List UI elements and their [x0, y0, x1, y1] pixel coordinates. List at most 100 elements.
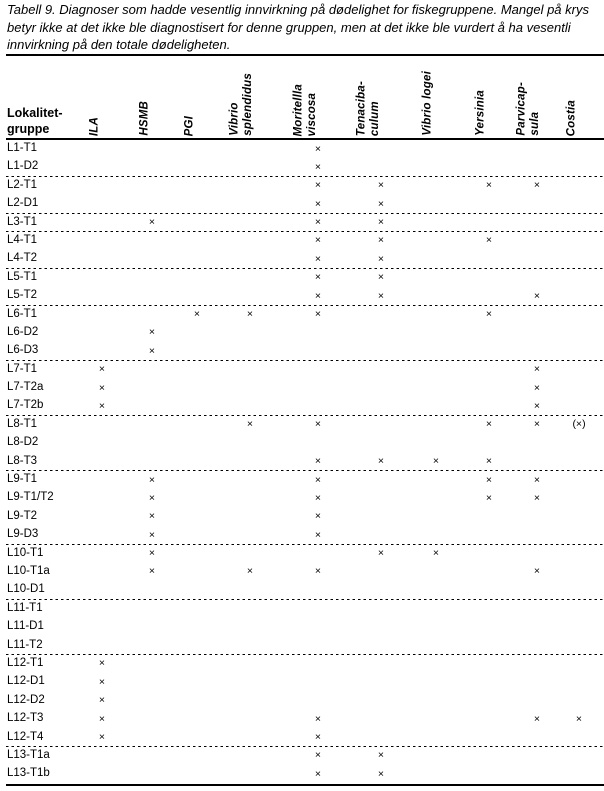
column-header-ila: ILA	[88, 116, 101, 136]
row-label: L9-T2	[7, 509, 38, 522]
row-label: L7-T2a	[7, 381, 44, 394]
table-row: L4-T1 × × ×	[6, 232, 604, 250]
mark-moritellla-viscosa: ×	[314, 712, 322, 725]
mark-vibrio-splendidus: ×	[246, 418, 254, 431]
row-label: L11-T2	[7, 638, 43, 651]
mark-tenacibaculum: ×	[377, 234, 385, 247]
table-row: L11-T2	[6, 637, 604, 655]
mark-vibrio-logei: ×	[432, 547, 440, 560]
mark-yersinia: ×	[485, 234, 493, 247]
mark-moritellla-viscosa: ×	[314, 142, 322, 155]
row-label: L13-T1a	[7, 748, 50, 761]
row-label: L12-D1	[7, 675, 45, 688]
caption-line-3: innvirkning på den totale dødeligheten.	[7, 37, 231, 52]
group-separator	[6, 414, 604, 416]
row-label: L10-T1	[7, 546, 44, 559]
table-header: Lokalitet- gruppe ILA HSMB PGI Vibrio splen…	[6, 56, 604, 140]
row-group: L11-T1 L11-D1 L11-T2	[6, 600, 604, 655]
row-label: L3-T1	[7, 215, 38, 228]
row-label: L12-T4	[7, 730, 44, 743]
table-row: L11-D1	[6, 618, 604, 636]
mark-costia: ×	[575, 712, 583, 725]
mark-moritellla-viscosa: ×	[314, 216, 322, 229]
row-group: L13-T1a × × L13-T1b × ×	[6, 747, 604, 784]
mark-parvicapsula: ×	[533, 381, 541, 394]
table-row: L6-D3 ×	[6, 342, 604, 360]
mark-yersinia: ×	[485, 491, 493, 504]
table-row: L10-T1 × × ×	[6, 545, 604, 563]
column-header-parvicapsula: Parvicap- sula	[515, 82, 542, 136]
mark-moritellla-viscosa: ×	[314, 418, 322, 431]
mark-moritellla-viscosa: ×	[314, 528, 322, 541]
mark-hsmb: ×	[148, 528, 156, 541]
table-row: L9-T2 × ×	[6, 508, 604, 526]
row-label: L1-D2	[7, 160, 39, 173]
mark-tenacibaculum: ×	[377, 179, 385, 192]
mark-vibrio-splendidus: ×	[246, 308, 254, 321]
mark-moritellla-viscosa: ×	[314, 234, 322, 247]
row-label: L6-T1	[7, 307, 38, 320]
row-label: L1-T1	[7, 142, 38, 154]
mark-hsmb: ×	[148, 565, 156, 578]
table-row: L11-T1	[6, 600, 604, 618]
row-label: L13-T1b	[7, 767, 50, 780]
mark-yersinia: ×	[485, 418, 493, 431]
mark-moritellla-viscosa: ×	[314, 455, 322, 468]
mark-yersinia: ×	[485, 179, 493, 192]
row-label: L10-D1	[7, 583, 45, 596]
row-label: L4-T2	[7, 252, 38, 265]
row-group: L7-T1 × × L7-T2a × × L7-T2b × ×	[6, 361, 604, 416]
row-label: L6-D3	[7, 344, 39, 357]
mark-moritellla-viscosa: ×	[314, 510, 322, 523]
mark-moritellla-viscosa: ×	[314, 473, 322, 486]
group-separator	[6, 745, 604, 747]
table-row: L12-T4 × ×	[6, 729, 604, 747]
table-row: L2-D1 × ×	[6, 195, 604, 213]
table-row: L12-D1 ×	[6, 673, 604, 691]
table-row: L10-D1	[6, 581, 604, 599]
row-label: L9-D3	[7, 528, 39, 541]
mark-parvicapsula: ×	[533, 565, 541, 578]
caption-line-1: Tabell 9. Diagnoser som hadde vesentlig …	[7, 2, 589, 17]
group-separator	[6, 359, 604, 361]
table-row: L1-D2 ×	[6, 158, 604, 176]
table-row: L6-T1 × × × ×	[6, 306, 604, 324]
column-header-pgi: PGI	[183, 115, 196, 136]
mark-moritellla-viscosa: ×	[314, 179, 322, 192]
mark-moritellla-viscosa: ×	[314, 749, 322, 762]
mark-parvicapsula: ×	[533, 399, 541, 412]
mark-ila: ×	[98, 731, 106, 743]
table-row: L7-T1 × ×	[6, 361, 604, 379]
row-group: L8-T1 × × × × (×) L8-D2 L8-T3 × × × ×	[6, 416, 604, 472]
row-label: L9-T1	[7, 473, 38, 486]
mark-yersinia: ×	[485, 308, 493, 321]
mark-costia: (×)	[572, 418, 586, 431]
mark-tenacibaculum: ×	[377, 547, 385, 560]
row-group: L4-T1 × × × L4-T2 × ×	[6, 232, 604, 269]
group-separator	[6, 267, 604, 269]
mark-tenacibaculum: ×	[377, 197, 385, 210]
mark-moritellla-viscosa: ×	[314, 271, 322, 284]
row-label: L11-D1	[7, 620, 44, 633]
mark-tenacibaculum: ×	[377, 749, 385, 762]
mark-moritellla-viscosa: ×	[314, 289, 322, 302]
row-label: L12-T1	[7, 656, 44, 669]
group-separator	[6, 304, 604, 306]
row-group: L1-T1 × L1-D2 ×	[6, 140, 604, 177]
mark-tenacibaculum: ×	[377, 252, 385, 265]
mark-parvicapsula: ×	[533, 179, 541, 192]
column-header-vibrio-splendidus: Vibrio splendidus	[228, 73, 255, 136]
row-group: L2-T1 × × × × L2-D1 × ×	[6, 177, 604, 214]
group-separator	[6, 175, 604, 177]
caption-line-2: betyr ikke at det ikke ble diagnostisert…	[7, 19, 571, 35]
mark-parvicapsula: ×	[533, 363, 541, 376]
table-caption: Tabell 9. Diagnoser som hadde vesentlig …	[7, 1, 604, 54]
row-group: L5-T1 × × L5-T2 × × ×	[6, 269, 604, 306]
mark-moritellla-viscosa: ×	[314, 491, 322, 504]
mark-moritellla-viscosa: ×	[314, 160, 322, 173]
mark-hsmb: ×	[148, 491, 156, 504]
row-label: L5-T1	[7, 270, 38, 283]
mark-parvicapsula: ×	[533, 491, 541, 504]
row-label: L10-T1a	[7, 564, 50, 577]
